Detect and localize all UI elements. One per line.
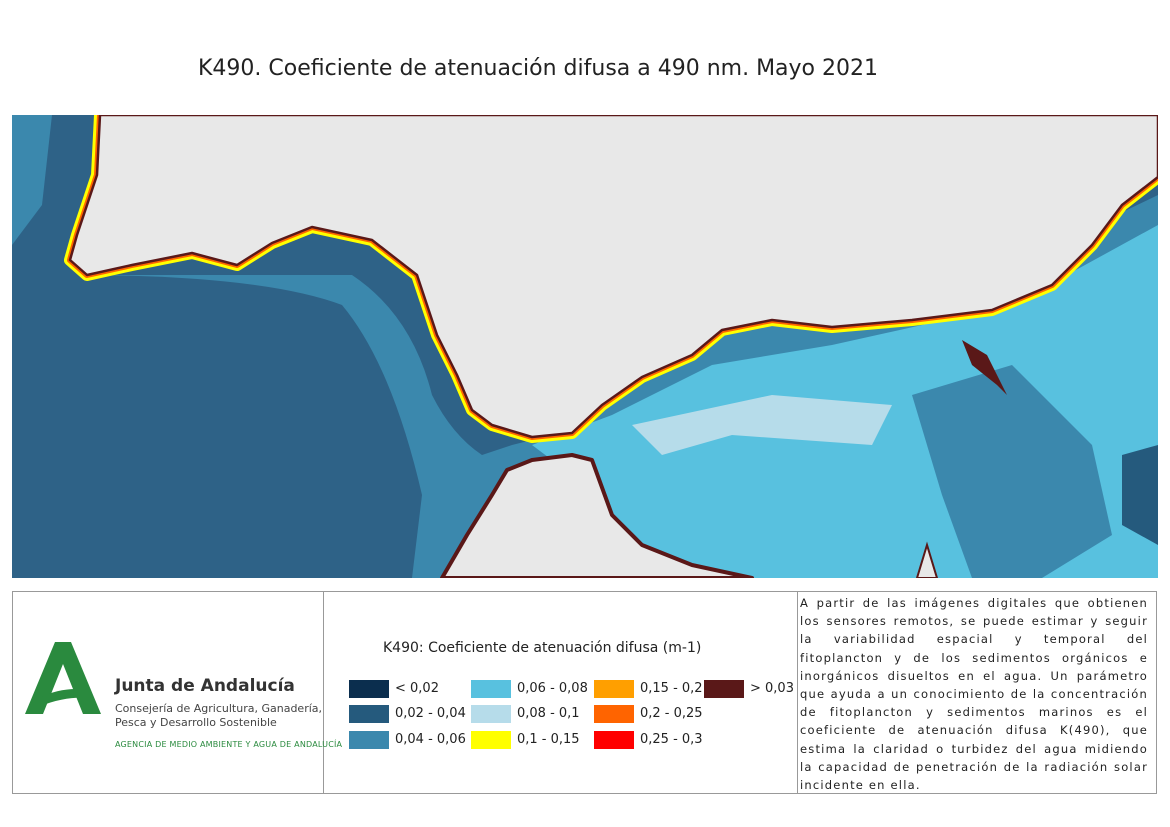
coast-detail: [962, 340, 1007, 395]
logo-name: Junta de Andalucía: [115, 676, 295, 696]
legend-title: K490: Coeficiente de atenuación difusa (…: [383, 640, 702, 656]
divider: [797, 592, 798, 793]
legend-label: > 0,03: [750, 681, 794, 696]
legend-swatch: [471, 680, 511, 698]
land-north: [68, 115, 1158, 439]
legend-label: 0,06 - 0,08: [517, 681, 588, 696]
legend-swatch: [471, 731, 511, 749]
legend-swatch: [594, 705, 634, 723]
deep-patch: [1122, 445, 1158, 545]
logo-agency: AGENCIA DE MEDIO AMBIENTE Y AGUA DE ANDA…: [115, 740, 343, 749]
legend-label: 0,1 - 0,15: [517, 732, 580, 747]
info-panel: Junta de Andalucía Consejería de Agricul…: [12, 591, 1157, 794]
land-south: [915, 541, 939, 578]
legend-label: 0,15 - 0,2: [640, 681, 703, 696]
legend-label: 0,2 - 0,25: [640, 706, 703, 721]
legend-swatch: [349, 680, 389, 698]
turbid-patch: [632, 395, 892, 455]
legend-swatch: [594, 680, 634, 698]
legend-swatch: [349, 731, 389, 749]
logo-mark: [25, 642, 101, 714]
legend-label: 0,25 - 0,3: [640, 732, 703, 747]
legend-swatch: [594, 731, 634, 749]
land-south: [440, 453, 754, 578]
logo-department: Consejería de Agricultura, Ganadería,: [115, 702, 323, 715]
legend-swatch: [704, 680, 744, 698]
map: [12, 115, 1158, 578]
divider: [323, 592, 324, 793]
legend-label: 0,02 - 0,04: [395, 706, 466, 721]
shelf: [12, 115, 52, 245]
map-title: K490. Coeficiente de atenuación difusa a…: [197, 56, 878, 81]
deep-patch: [912, 365, 1112, 578]
logo-department: Pesca y Desarrollo Sostenible: [115, 716, 277, 729]
legend-swatch: [471, 705, 511, 723]
legend-label: < 0,02: [395, 681, 439, 696]
legend-swatch: [349, 705, 389, 723]
legend-label: 0,04 - 0,06: [395, 732, 466, 747]
legend-label: 0,08 - 0,1: [517, 706, 580, 721]
description: A partir de las imágenes digitales que o…: [800, 596, 1148, 793]
